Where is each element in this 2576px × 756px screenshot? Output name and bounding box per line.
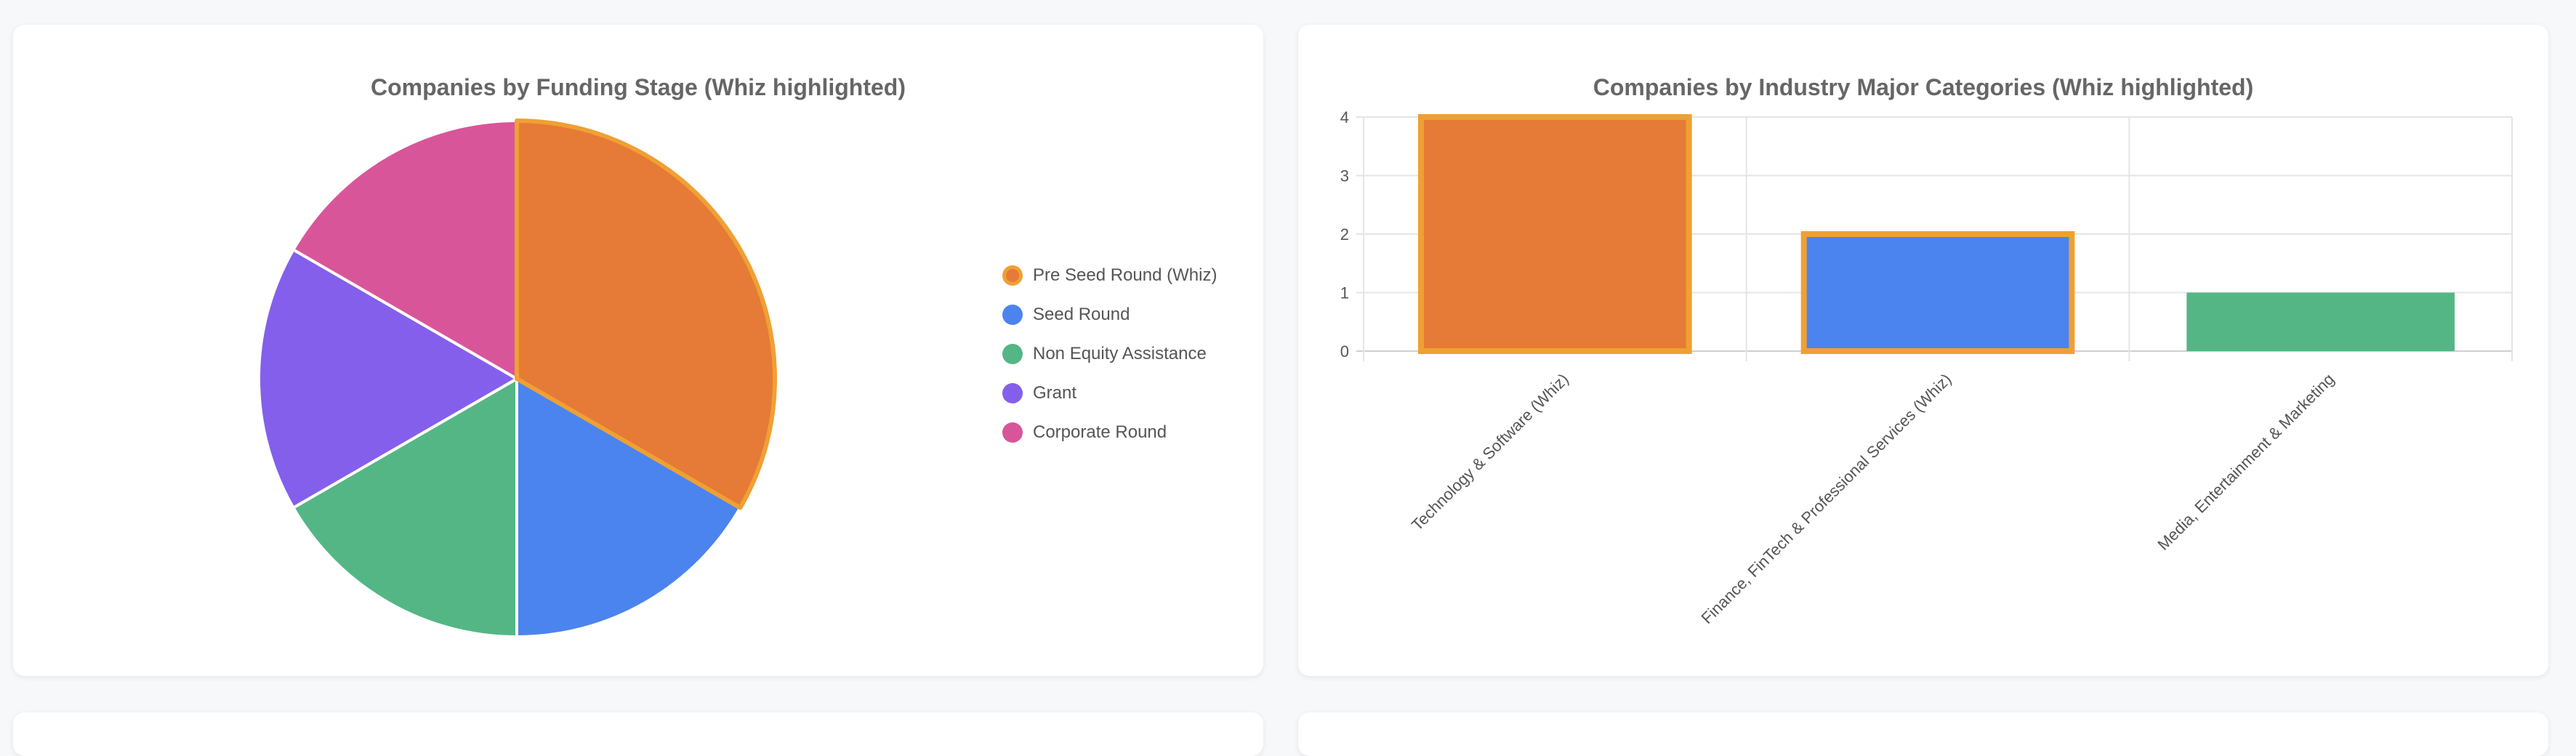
legend-item-4[interactable]: Grant — [999, 374, 1217, 413]
legend-item-2[interactable]: Seed Round — [999, 295, 1217, 334]
pie-slice-highlight-outline — [515, 118, 778, 510]
y-tick-label: 1 — [1340, 284, 1349, 302]
industry-card: Companies by Industry Major Categories (… — [1298, 25, 2548, 676]
funding-stage-legend: Pre Seed Round (Whiz) Seed Round Non Equit… — [999, 256, 1217, 452]
bar-1[interactable] — [1418, 114, 1692, 354]
legend-item-3[interactable]: Non Equity Assistance — [999, 334, 1217, 374]
legend-swatch — [1002, 383, 1023, 403]
legend-swatch — [1002, 265, 1023, 286]
legend-label: Grant — [1033, 383, 1077, 403]
legend-item-1[interactable]: Pre Seed Round (Whiz) — [999, 256, 1217, 295]
x-tick-label: Technology & Software (Whiz) — [1408, 370, 1572, 534]
lower-left-card — [13, 712, 1263, 756]
legend-swatch — [1002, 305, 1023, 325]
legend-label: Seed Round — [1033, 305, 1130, 324]
legend-label: Corporate Round — [1033, 422, 1167, 442]
y-tick-label: 4 — [1340, 108, 1349, 126]
industry-bar-chart: 0 1 2 3 4 Technology & Software (Whiz) Finance… — [1340, 108, 2513, 627]
bar-2[interactable] — [1800, 231, 2075, 354]
pie-slice-2[interactable] — [515, 376, 743, 639]
legend-swatch — [1002, 344, 1023, 364]
funding-stage-card: Companies by Funding Stage (Whiz highlig… — [13, 25, 1263, 676]
x-tick-label: Media, Entertainment & Marketing — [2154, 370, 2338, 554]
industry-chart-title: Companies by Industry Major Categories (… — [1593, 74, 2254, 100]
legend-item-5[interactable]: Corporate Round — [999, 413, 1217, 452]
lower-right-card — [1298, 712, 2548, 756]
funding-stage-chart-title: Companies by Funding Stage (Whiz highlig… — [371, 74, 906, 100]
y-tick-label: 3 — [1340, 167, 1349, 185]
y-tick-label: 2 — [1340, 225, 1349, 244]
pie-slice-5[interactable] — [291, 118, 518, 382]
pie-slice-3[interactable] — [291, 376, 518, 639]
x-tick-label: Finance, FinTech & Professional Services… — [1698, 370, 1955, 627]
bar-3[interactable] — [2186, 292, 2455, 352]
funding-stage-pie-chart — [257, 118, 778, 639]
pie-slice-4[interactable] — [257, 247, 520, 510]
legend-label: Pre Seed Round (Whiz) — [1033, 265, 1217, 285]
legend-swatch — [1002, 422, 1023, 443]
y-tick-label: 0 — [1340, 342, 1349, 361]
legend-label: Non Equity Assistance — [1033, 344, 1207, 363]
